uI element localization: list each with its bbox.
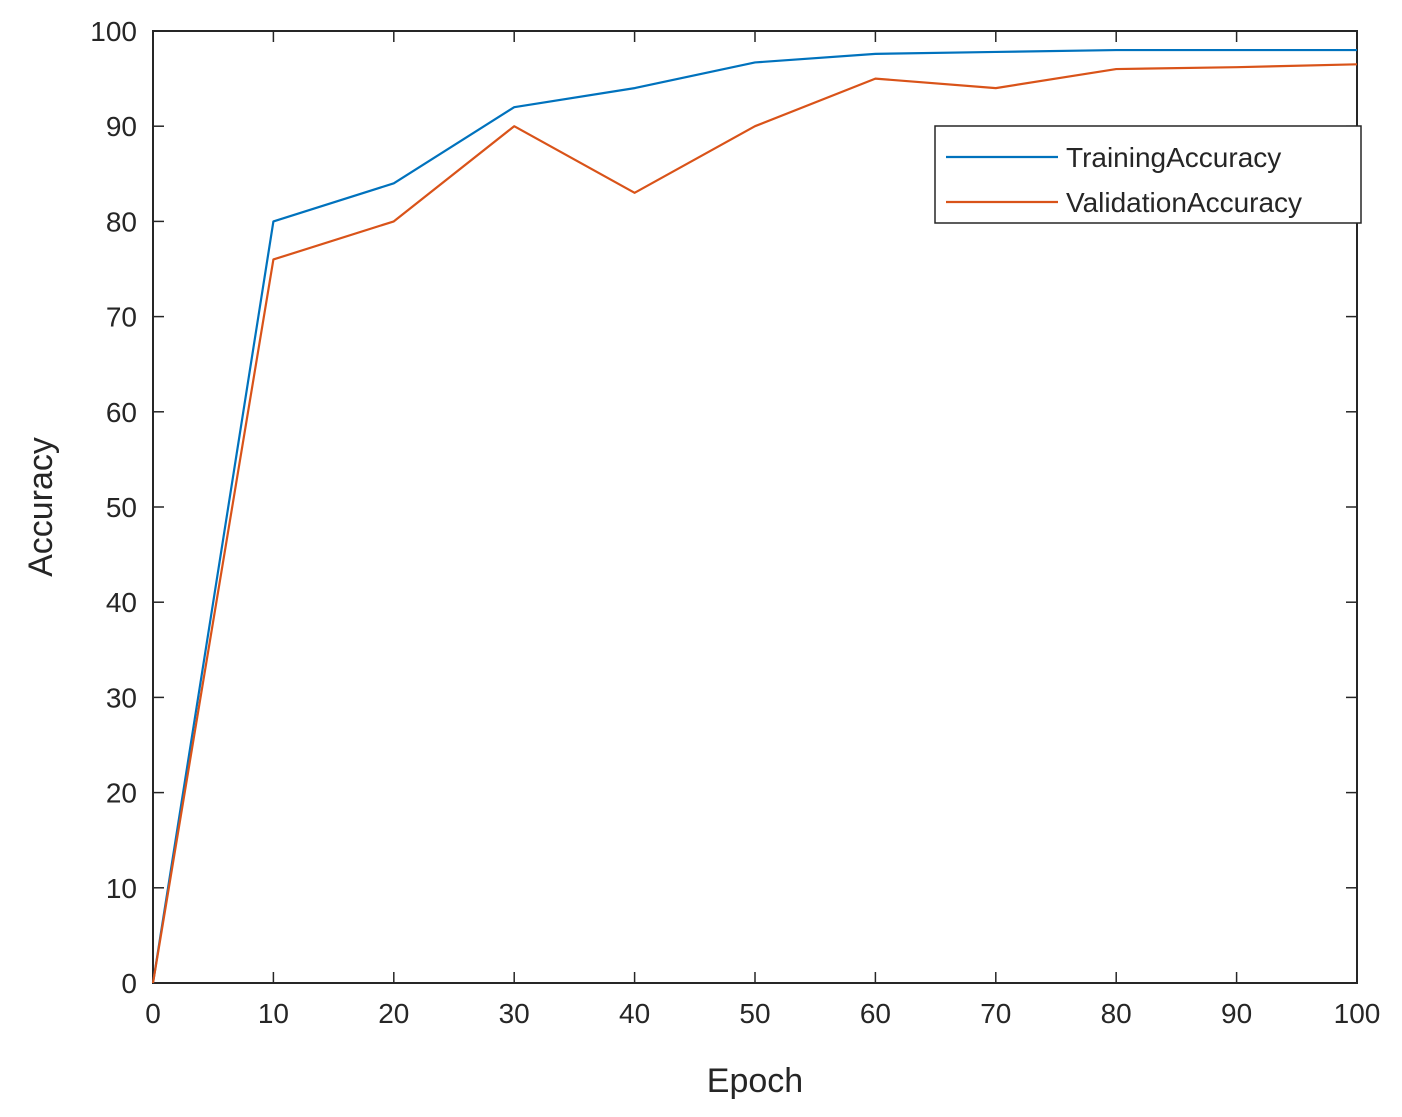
y-tick-label: 50 [106,492,137,523]
y-tick-label: 0 [121,968,137,999]
x-axis-label: Epoch [707,1062,803,1100]
legend: TrainingAccuracy ValidationAccuracy [934,125,1362,224]
legend-box [934,125,1362,224]
x-tick-label: 100 [1334,998,1381,1029]
x-tick-label: 30 [499,998,530,1029]
series-line-validationaccuracy [151,63,1358,984]
series-line-trainingaccuracy [151,48,1357,984]
x-tick-label: 70 [980,998,1011,1029]
x-tick-label: 50 [739,998,770,1029]
y-tick-label: 100 [90,16,137,47]
y-tick-labels: 0 10 20 30 40 50 60 70 80 90 100 [90,16,137,999]
x-tick-label: 80 [1101,998,1132,1029]
y-tick-label: 80 [106,206,137,237]
legend-label-validationaccuracy: ValidationAccuracy [1066,187,1302,218]
y-axis-label: Accuracy [22,437,60,577]
y-tick-label: 10 [106,873,137,904]
x-tick-label: 40 [619,998,650,1029]
y-tick-label: 20 [106,778,137,809]
x-tick-label: 60 [860,998,891,1029]
axis-ticks [152,30,1358,984]
y-tick-label: 70 [106,302,137,333]
legend-label-trainingaccuracy: TrainingAccuracy [1066,142,1281,173]
x-tick-label: 10 [258,998,289,1029]
y-tick-label: 30 [106,682,137,713]
x-tick-label: 90 [1221,998,1252,1029]
series-lines [151,48,1358,984]
x-tick-labels: 0 10 20 30 40 50 60 70 80 90 100 [145,998,1380,1029]
y-tick-label: 60 [106,397,137,428]
y-tick-label: 40 [106,587,137,618]
x-tick-label: 20 [378,998,409,1029]
x-tick-label: 0 [145,998,161,1029]
y-tick-label: 90 [106,111,137,142]
